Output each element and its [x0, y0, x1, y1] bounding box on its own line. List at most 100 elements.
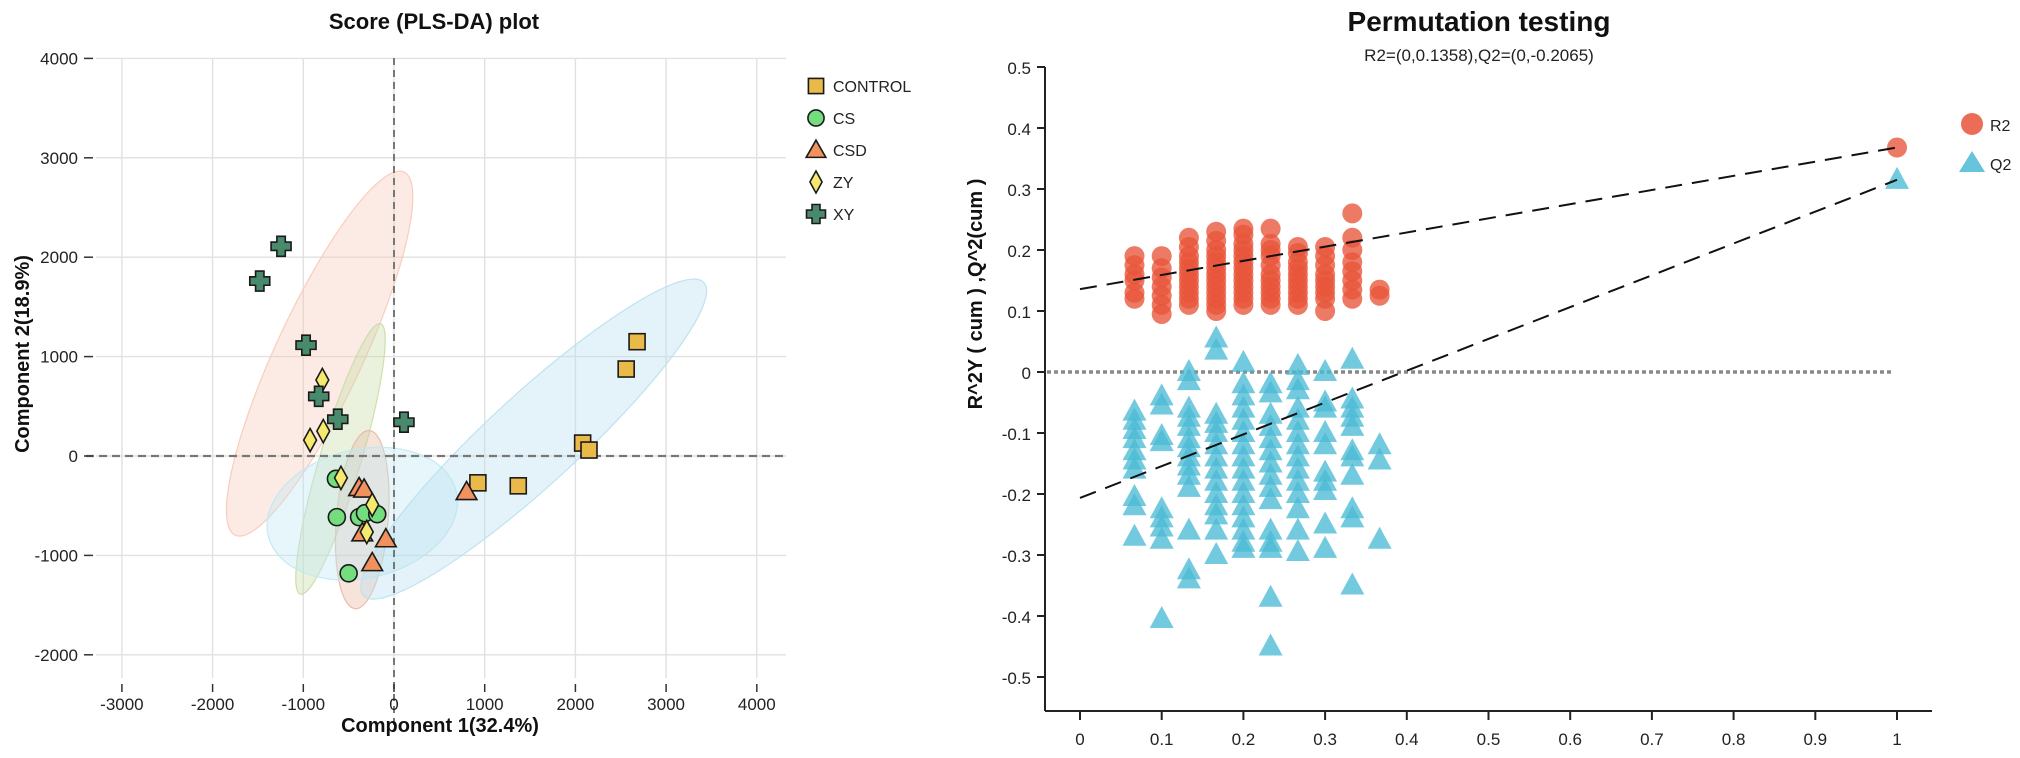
r2-point	[1260, 218, 1281, 239]
ellipse-zy	[295, 323, 386, 595]
r2-points	[1124, 137, 1907, 325]
q2-point	[1176, 566, 1201, 589]
q2-point	[1231, 493, 1256, 516]
y-tick-label: -0.4	[1002, 608, 1031, 627]
point-xy	[295, 334, 317, 356]
point-control	[509, 477, 528, 495]
legend-marker-csd	[804, 138, 828, 159]
ellipse-xy	[225, 170, 414, 537]
x-tick-label: 0.1	[1150, 730, 1174, 749]
q2-point	[1285, 352, 1310, 375]
y-tick-label: -0.1	[1002, 425, 1031, 444]
r2-point	[1233, 294, 1254, 315]
q2-point	[1313, 535, 1338, 558]
legend-marker-zy	[809, 169, 823, 195]
q2-point	[1231, 371, 1256, 394]
q2-point	[1285, 538, 1310, 561]
legend-marker-r2	[1961, 113, 1983, 135]
q2-point	[1258, 438, 1283, 461]
x-tick-label: 0.8	[1722, 730, 1746, 749]
q2-point	[1204, 481, 1229, 503]
permutation-chart: Permutation testing R2=(0,0.1358),Q2=(0,…	[965, 6, 2011, 749]
y-tick-label: -0.3	[1002, 547, 1031, 566]
point-zy	[333, 464, 349, 492]
q2-point	[1285, 395, 1310, 418]
x-tick-label: -2000	[191, 695, 234, 714]
r2-point	[1887, 137, 1907, 158]
q2-point	[1231, 456, 1256, 479]
plsda-title: Score (PLS-DA) plot	[329, 9, 540, 34]
q2-point	[1258, 517, 1283, 540]
legend-marker-q2	[1959, 151, 1985, 172]
plsda-grid	[96, 57, 786, 678]
y-tick-label: 4000	[40, 49, 78, 68]
y-tick-label: 0	[1022, 364, 1031, 383]
q2-point	[1231, 481, 1256, 503]
q2-point	[1285, 468, 1310, 491]
q2-point	[1340, 346, 1365, 369]
q2-point	[1122, 456, 1147, 479]
point-zy	[302, 426, 318, 454]
point-csd	[352, 477, 376, 498]
legend-marker-xy	[805, 203, 827, 225]
q2-point	[1204, 325, 1229, 348]
q2-point	[1231, 395, 1256, 418]
r2-point	[1178, 294, 1199, 315]
q2-point	[1231, 383, 1256, 406]
q2-point	[1258, 633, 1283, 656]
legend-label-control: CONTROL	[833, 79, 911, 96]
q2-point	[1313, 432, 1338, 455]
point-xy	[270, 235, 292, 258]
y-tick-label: 3000	[40, 149, 78, 168]
point-xy	[248, 270, 271, 292]
permutation-x-ticks: 0 0.1 0.2 0.3 0.4 0.5 0.6 0.7 0.8 0.9 1	[1075, 711, 1902, 749]
q2-point	[1231, 432, 1256, 455]
y-tick-label: -1000	[35, 546, 78, 565]
q2-point	[1285, 420, 1310, 442]
point-zy	[359, 518, 375, 546]
q2-point	[1258, 401, 1283, 424]
point-control	[628, 332, 646, 351]
permutation-legend: R2 Q2	[1959, 113, 2011, 174]
q2-point	[1204, 456, 1229, 479]
x-tick-label: 0.9	[1803, 730, 1827, 749]
x-tick-label: -3000	[100, 695, 143, 714]
y-tick-label: 2000	[40, 248, 78, 267]
y-tick-label: -2000	[35, 646, 78, 665]
q2-point	[1204, 517, 1229, 540]
x-tick-label: 0	[1075, 730, 1084, 749]
permutation-y-axis-label: R^2Y ( cum ) ,Q^2(cum )	[965, 179, 987, 410]
r2-point	[1124, 288, 1145, 309]
q2-point	[1340, 572, 1365, 595]
q2-point	[1313, 359, 1338, 381]
x-tick-label: 2000	[556, 695, 594, 714]
r2-point	[1369, 285, 1390, 306]
q2-point	[1258, 380, 1283, 403]
q2-point	[1231, 505, 1256, 528]
legend-label-csd: CSD	[833, 143, 867, 160]
q2-point	[1285, 517, 1310, 540]
q2-point	[1149, 514, 1174, 537]
r2-point	[1342, 288, 1363, 309]
q2-point	[1340, 444, 1365, 467]
plsda-x-axis-label: Component 1(32.4%)	[341, 715, 539, 737]
permutation-title: Permutation testing	[1348, 6, 1611, 37]
point-zy	[364, 491, 380, 518]
point-control	[469, 474, 487, 492]
point-cs	[327, 507, 347, 527]
q2-point	[1122, 493, 1147, 516]
point-zy	[315, 417, 331, 445]
plsda-y-axis-label: Component 2(18.9%)	[12, 255, 34, 453]
q2-point	[1231, 468, 1256, 491]
legend-marker-control	[807, 77, 825, 95]
q2-point	[1285, 377, 1310, 400]
regression-lines	[1079, 146, 1898, 499]
legend-label-r2: R2	[1990, 118, 2011, 135]
x-tick-label: 0.5	[1477, 730, 1501, 749]
q2-point	[1176, 413, 1201, 436]
q2-point	[1367, 447, 1392, 470]
r2-point	[1260, 294, 1281, 315]
q2-point	[1258, 474, 1283, 497]
q2-point	[1204, 542, 1229, 564]
plsda-reference-lines	[86, 58, 786, 728]
